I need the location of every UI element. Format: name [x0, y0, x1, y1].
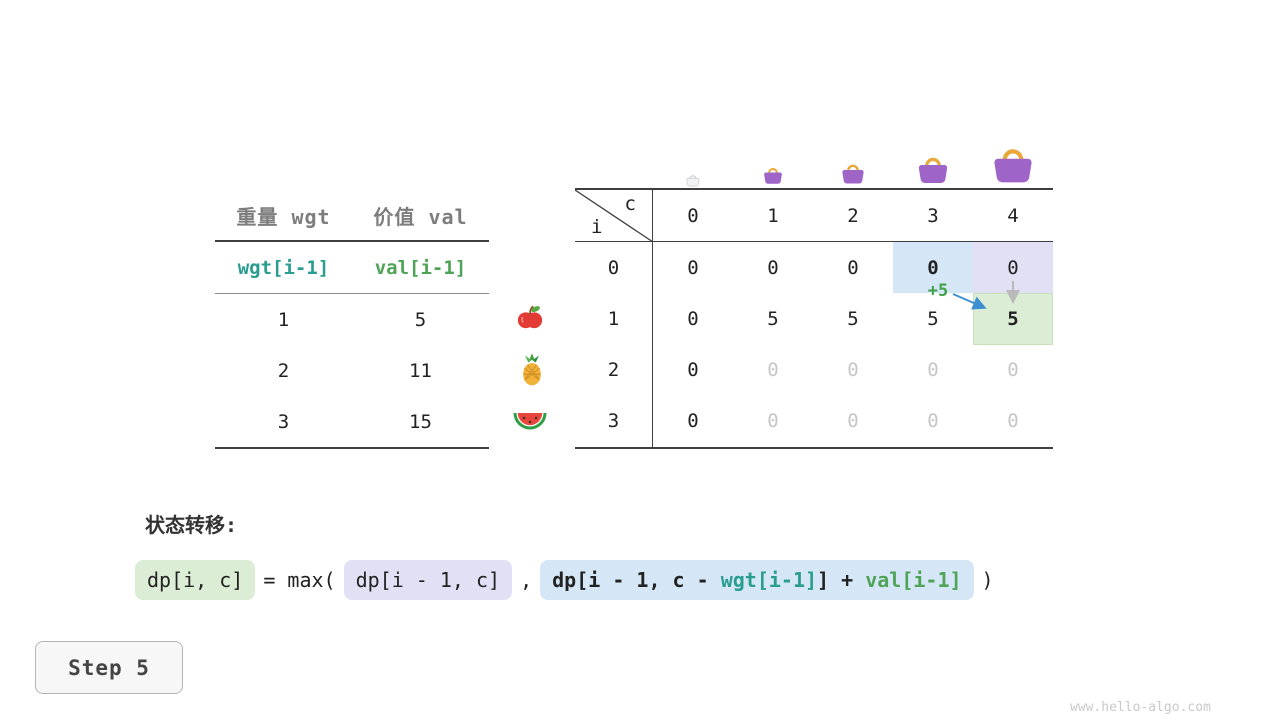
- watermelon-icon: [512, 408, 548, 438]
- step-indicator: Step 5: [35, 641, 183, 694]
- apple-icon: [516, 303, 544, 335]
- item-table-header-weight: 重量 wgt: [236, 204, 331, 229]
- dp-cell-0-1: 0: [767, 256, 779, 279]
- item-row-3: 3 15: [215, 396, 489, 449]
- item-row-2: 2 11: [215, 345, 489, 396]
- formula-take-chip: dp[i - 1, c - wgt[i-1]] + val[i-1]: [540, 560, 974, 600]
- dp-cell-2-0: 0: [687, 359, 699, 382]
- bag-large-icon: [917, 153, 949, 189]
- dp-cell-3-4: 0: [1007, 410, 1019, 433]
- item-table-formula-row: wgt[i-1] val[i-1]: [215, 242, 489, 294]
- pineapple-icon: [518, 353, 546, 391]
- watermark: www.hello-algo.com: [1070, 700, 1211, 715]
- dp-cell-1-1: 5: [767, 307, 779, 330]
- dp-table: i c 0 1 2 3 4 0 0 0 0 0 0 1 0 5 5 5 5 2 …: [575, 188, 1053, 449]
- dp-cell-2-1: 0: [767, 359, 779, 382]
- dp-cell-1-3: 5: [927, 307, 939, 330]
- dp-row-header-3: 3: [575, 395, 653, 447]
- item-2-value: 11: [409, 359, 432, 382]
- bag-small-icon: [763, 165, 783, 189]
- transition-heading: 状态转移:: [145, 513, 238, 537]
- item-1-value: 5: [414, 308, 427, 331]
- axis-label-i: i: [591, 216, 603, 238]
- dp-cell-0-0: 0: [687, 256, 699, 279]
- bag-xlarge-icon: [992, 143, 1034, 189]
- dp-cell-0-4: 0: [973, 242, 1053, 294]
- item-table-wgt-formula: wgt[i-1]: [237, 256, 330, 279]
- item-table-header-value: 价值 val: [373, 204, 468, 229]
- dp-cell-3-2: 0: [847, 410, 859, 433]
- dp-col-header-3: 3: [893, 190, 973, 242]
- dp-cell-2-2: 0: [847, 359, 859, 382]
- dp-row-header-1: 1: [575, 293, 653, 345]
- dp-table-corner: i c: [575, 190, 653, 242]
- dp-cell-2-4: 0: [1007, 359, 1019, 382]
- item-3-weight: 3: [277, 410, 290, 433]
- formula-closing-paren: ): [981, 568, 994, 592]
- dp-row-header-2: 2: [575, 344, 653, 396]
- bag-medium-icon: [841, 161, 865, 189]
- dp-cell-1-4: 5: [973, 293, 1053, 345]
- item-table-val-formula: val[i-1]: [374, 256, 467, 279]
- dp-col-header-2: 2: [813, 190, 893, 242]
- dp-cell-1-2: 5: [847, 307, 859, 330]
- take-middle: ] +: [817, 568, 866, 592]
- item-1-weight: 1: [277, 308, 290, 331]
- item-2-weight: 2: [277, 359, 290, 382]
- formula-separator: ,: [520, 568, 533, 592]
- plus-value-annotation: +5: [927, 281, 949, 301]
- dp-cell-3-3: 0: [927, 410, 939, 433]
- dp-col-header-1: 1: [733, 190, 813, 242]
- dp-row-header-0: 0: [575, 242, 653, 294]
- dp-cell-1-0: 0: [687, 307, 699, 330]
- dp-cell-3-1: 0: [767, 410, 779, 433]
- dp-col-header-4: 4: [973, 190, 1053, 242]
- dp-cell-3-0: 0: [687, 410, 699, 433]
- formula-result-chip: dp[i, c]: [135, 560, 256, 600]
- item-table: 重量 wgt 价值 val wgt[i-1] val[i-1] 1 5 2 11…: [215, 190, 489, 449]
- dp-col-header-0: 0: [653, 190, 733, 242]
- take-prefix: dp[i - 1, c -: [552, 568, 721, 592]
- transition-formula: dp[i, c] = max( dp[i - 1, c] , dp[i - 1,…: [135, 560, 1002, 600]
- take-val-term: val[i-1]: [865, 568, 962, 592]
- formula-keep-chip: dp[i - 1, c]: [343, 560, 513, 600]
- item-row-1: 1 5: [215, 294, 489, 345]
- dp-cell-2-3: 0: [927, 359, 939, 382]
- item-table-header-row: 重量 wgt 价值 val: [215, 190, 489, 242]
- dp-cell-0-3: 0: [893, 242, 973, 294]
- take-wgt-term: wgt[i-1]: [720, 568, 818, 592]
- dp-cell-0-2: 0: [847, 256, 859, 279]
- formula-operator: = max(: [263, 568, 336, 592]
- corner-diagonal-line: [575, 190, 653, 242]
- item-3-value: 15: [409, 410, 432, 433]
- axis-label-c: c: [624, 193, 636, 215]
